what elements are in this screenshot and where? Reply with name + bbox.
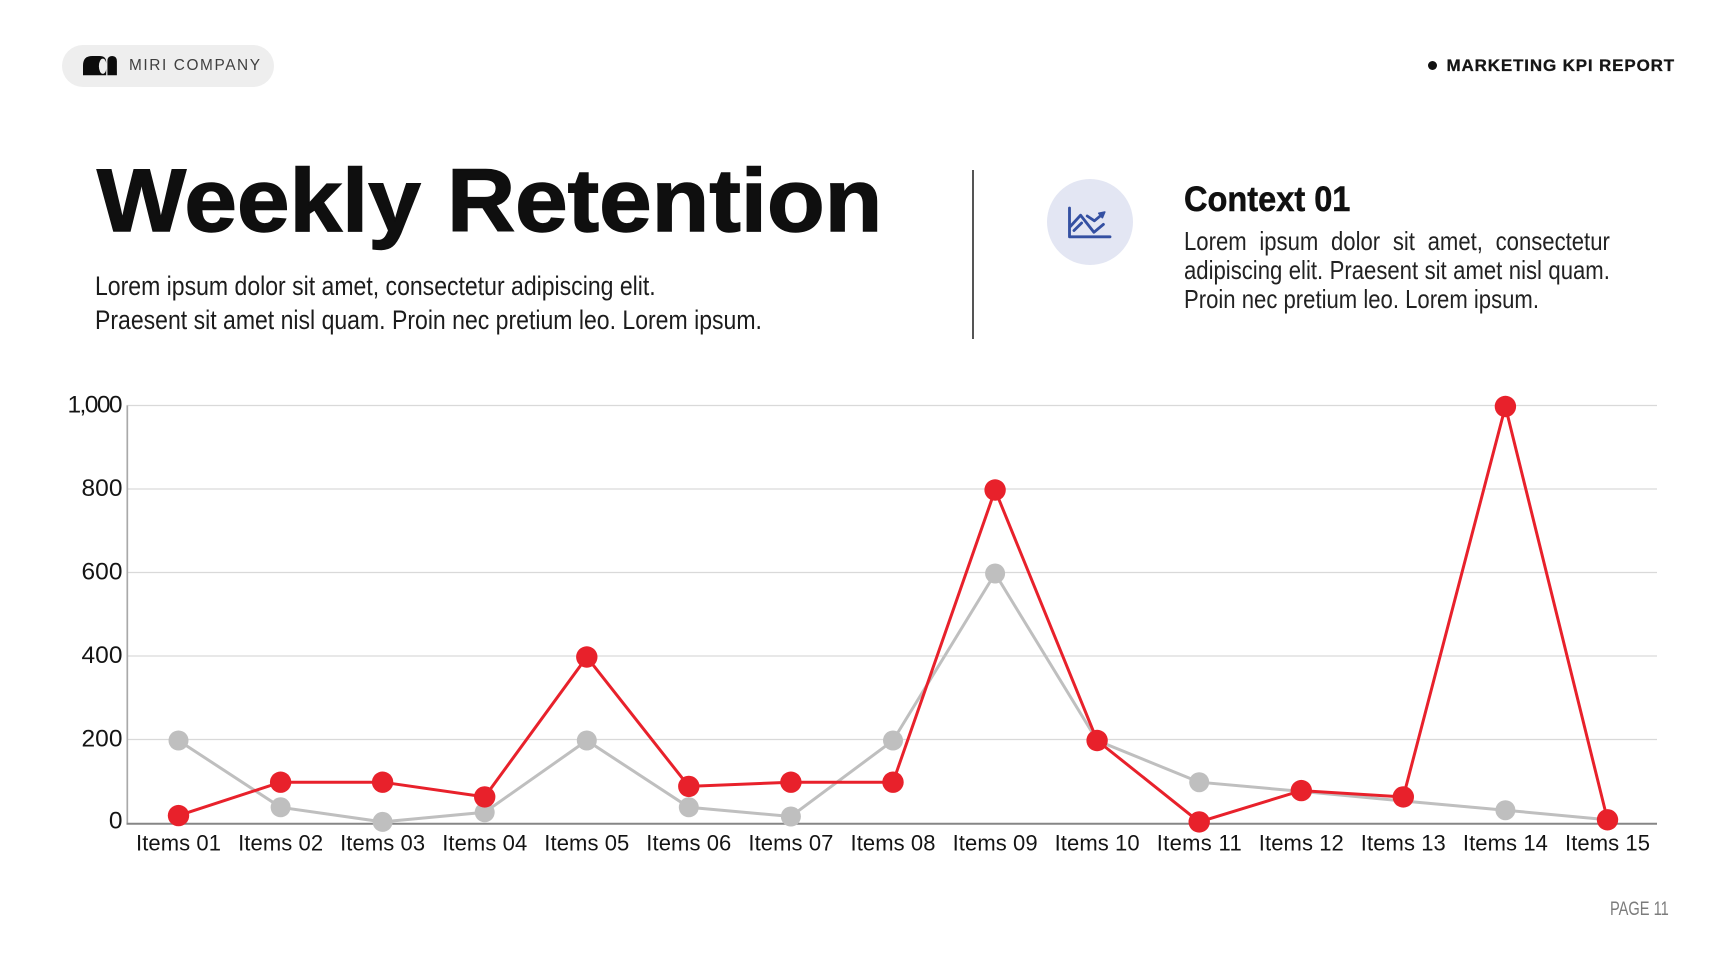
svg-text:Items 07: Items 07 (748, 831, 833, 856)
svg-text:Items 04: Items 04 (442, 831, 527, 856)
svg-text:Items 02: Items 02 (238, 831, 323, 856)
svg-text:Items 11: Items 11 (1157, 831, 1242, 856)
svg-text:0: 0 (109, 807, 123, 834)
svg-text:1,000: 1,000 (68, 391, 123, 418)
svg-text:Items 09: Items 09 (953, 831, 1038, 856)
svg-text:600: 600 (82, 558, 123, 585)
svg-text:Items 13: Items 13 (1361, 831, 1446, 856)
svg-text:400: 400 (82, 642, 123, 669)
svg-text:Items 03: Items 03 (340, 831, 425, 856)
svg-text:Items 08: Items 08 (851, 831, 936, 856)
svg-text:Items 01: Items 01 (136, 831, 221, 856)
svg-text:200: 200 (82, 725, 123, 752)
svg-text:Items 10: Items 10 (1055, 831, 1140, 856)
svg-text:Items 14: Items 14 (1463, 831, 1548, 856)
svg-text:800: 800 (82, 475, 123, 502)
svg-text:Items 06: Items 06 (646, 831, 731, 856)
svg-text:Items 05: Items 05 (544, 831, 629, 856)
svg-text:Items 12: Items 12 (1259, 831, 1344, 856)
svg-text:Items 15: Items 15 (1565, 831, 1650, 856)
